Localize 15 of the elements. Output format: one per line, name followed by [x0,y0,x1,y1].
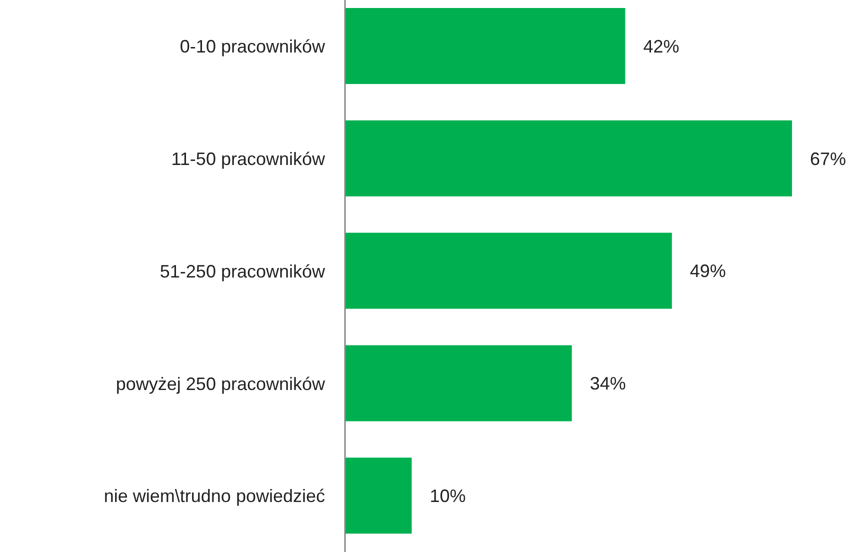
data-label: 42% [643,36,680,56]
data-label: 49% [690,261,726,282]
y-tick-label: 0-10 pracowników [180,36,326,57]
y-tick-label: powyżej 250 pracowników [116,374,326,394]
y-tick-label: 51-250 pracowników [160,261,326,282]
bar [345,458,412,534]
bar [345,8,626,84]
y-tick-label: nie wiem\trudno powiedzieć [104,486,325,506]
data-label: 67% [810,148,846,169]
y-tick-label: 11-50 pracowników [171,148,326,169]
data-label: 34% [590,374,626,394]
bar [345,232,672,309]
data-label: 10% [430,486,466,506]
bar [345,120,792,196]
bar [345,345,572,422]
